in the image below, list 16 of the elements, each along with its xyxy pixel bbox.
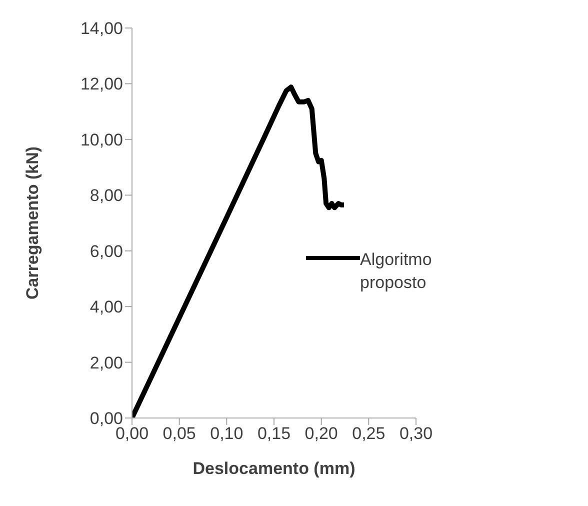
y-tick-label: 12,00 — [80, 74, 123, 94]
y-axis-title: Carregamento (kN) — [23, 146, 42, 300]
y-tick-label: 4,00 — [90, 298, 123, 317]
legend-label: Algoritmo proposto — [360, 249, 433, 294]
x-tick-label: 0,15 — [257, 424, 291, 444]
x-tick-label: 0,20 — [304, 424, 338, 444]
x-tick-label: 0,25 — [352, 424, 386, 444]
y-tick-label: 10,00 — [80, 130, 123, 150]
x-tick-label: 0,10 — [210, 424, 244, 444]
y-tick-label: 6,00 — [90, 242, 123, 261]
y-tick-label: 8,00 — [90, 186, 123, 206]
y-tick-label: 14,00 — [80, 19, 123, 38]
x-axis-title: Deslocamento (mm) — [192, 459, 356, 478]
y-tick-label: 2,00 — [90, 353, 123, 372]
x-tick-label: 0,30 — [399, 424, 433, 444]
x-tick-label: 0,05 — [162, 424, 196, 444]
